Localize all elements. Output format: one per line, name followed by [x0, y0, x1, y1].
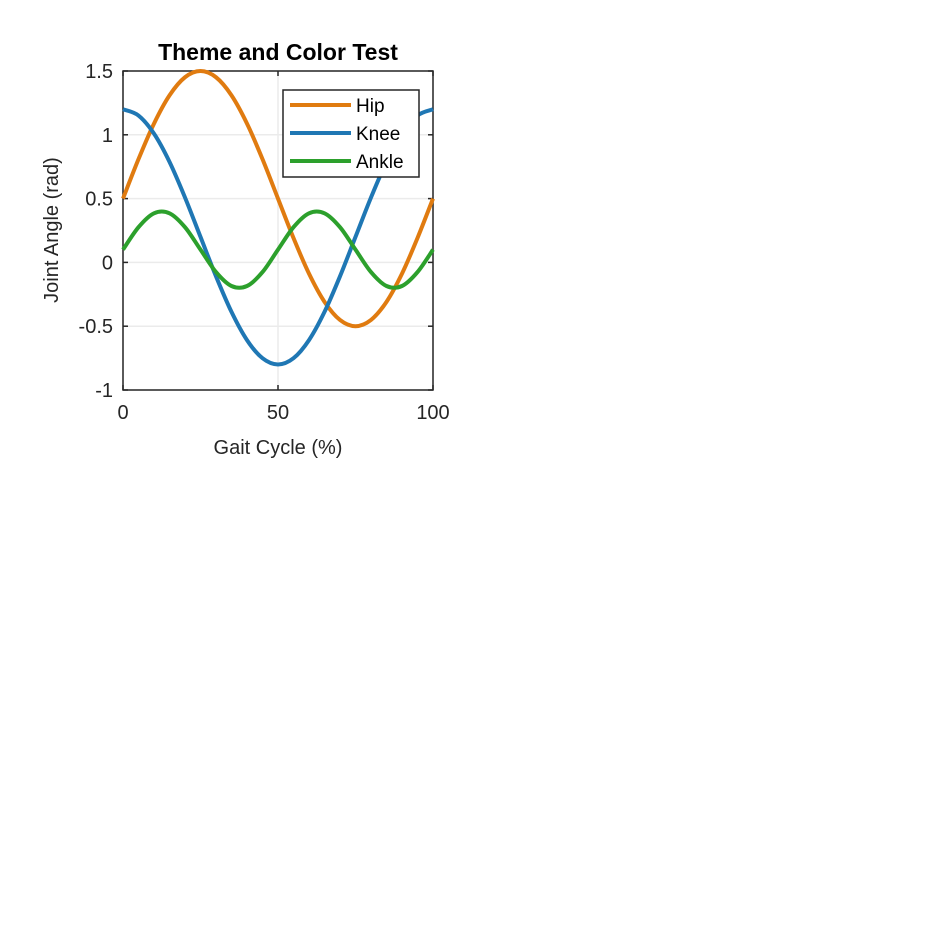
y-tick-label: 0 [102, 252, 113, 274]
y-tick-label: 1 [102, 125, 113, 147]
y-axis-label: Joint Angle (rad) [41, 157, 63, 303]
legend: Hip Knee Ankle [282, 89, 420, 178]
legend-entry-ankle: Ankle [356, 152, 404, 173]
x-tick-label: 50 [267, 402, 289, 424]
x-tick-label: 0 [117, 402, 128, 424]
legend-entry-hip: Hip [356, 96, 385, 117]
legend-entry-knee: Knee [356, 124, 400, 145]
y-tick-label: -0.5 [79, 316, 113, 338]
y-tick-label: -1 [95, 380, 113, 402]
x-axis-label: Gait Cycle (%) [214, 437, 343, 459]
chart-title: Theme and Color Test [158, 39, 398, 65]
series-line-ankle [121, 209, 435, 290]
x-tick-label: 100 [416, 402, 449, 424]
y-tick-label: 1.5 [85, 61, 113, 83]
series-line-hip [121, 69, 435, 329]
y-tick-label: 0.5 [85, 189, 113, 211]
axis-ticks: 0 50 100 -1 -0.5 0 0.5 1 1.5 [79, 61, 450, 424]
